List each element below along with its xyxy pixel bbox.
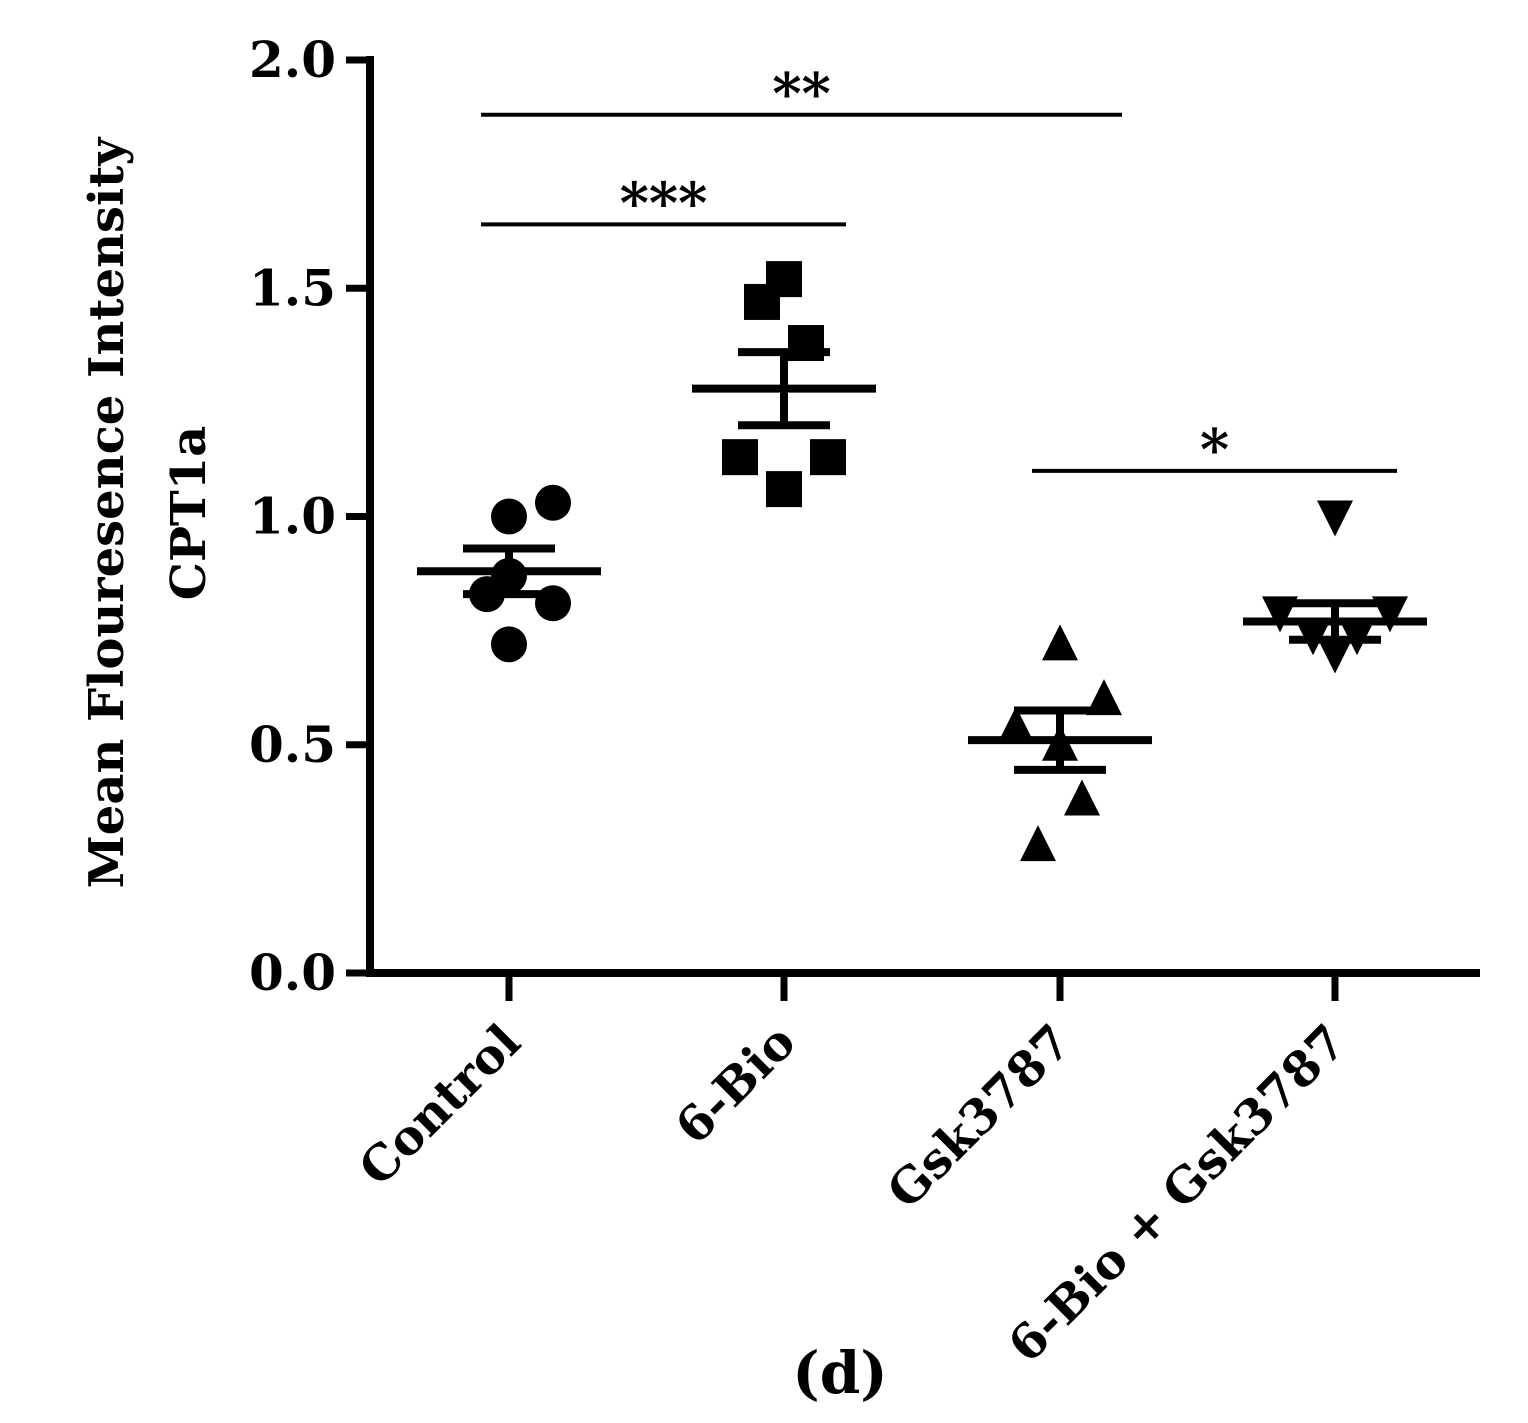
x-category-label: Gsk3787 <box>877 1014 1083 1220</box>
data-point-triangle-up <box>998 706 1034 743</box>
mean-sem-bars <box>417 348 1427 774</box>
data-point-circle <box>491 498 527 535</box>
data-point-circle <box>535 484 571 521</box>
data-point-triangle-up <box>1064 779 1100 816</box>
y-tick-label: 0.0 <box>249 943 336 1002</box>
y-axis-label-line-2: CPT1a <box>161 426 217 601</box>
significance-label: *** <box>620 170 708 236</box>
x-category-label: Control <box>348 1014 531 1197</box>
data-point-triangle-down <box>1317 500 1353 537</box>
significance-label: ** <box>772 61 831 127</box>
y-tick-label: 1.5 <box>249 258 336 317</box>
data-point-triangle-up <box>1086 679 1122 716</box>
data-point-square <box>810 439 846 476</box>
y-axis: 0.0 0.5 1.0 1.5 2.0 <box>249 30 374 1002</box>
data-point-square <box>744 283 780 320</box>
y-tick-label: 2.0 <box>249 30 336 89</box>
data-point-square <box>766 471 802 508</box>
significance-annotations: ****** <box>481 61 1397 483</box>
x-category-label: 6-Bio <box>665 1014 807 1156</box>
data-point-triangle-up <box>1020 825 1056 862</box>
y-tick-label: 0.5 <box>249 715 336 774</box>
y-tick-label: 1.0 <box>249 487 336 546</box>
panel-label: (d) <box>792 1339 887 1407</box>
data-point-square <box>722 439 758 476</box>
y-axis-label-line-1: Mean Flouresence Intensity <box>79 136 135 889</box>
data-point-triangle-up <box>1042 624 1078 661</box>
data-points <box>469 261 1408 862</box>
data-point-circle <box>491 626 527 663</box>
significance-label: * <box>1200 417 1229 483</box>
data-point-triangle-down <box>1317 637 1353 674</box>
